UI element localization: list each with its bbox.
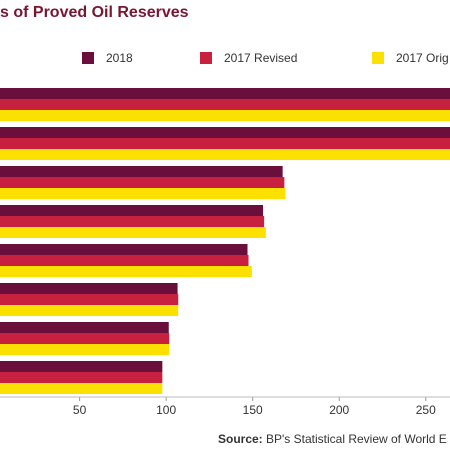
legend-swatch: [200, 52, 212, 64]
bar: [0, 99, 450, 110]
x-tick-label: 100: [156, 403, 176, 417]
bar: [0, 305, 179, 316]
x-tick-label: 50: [73, 403, 87, 417]
bar: [0, 383, 163, 394]
bar: [0, 372, 163, 383]
chart-title: s of Proved Oil Reserves: [0, 4, 189, 21]
source-label: Source:: [218, 432, 263, 446]
bar: [0, 361, 163, 372]
x-tick-label: 200: [329, 403, 349, 417]
bar: [0, 255, 249, 266]
legend-label: 2018: [106, 51, 133, 65]
legend-label: 2017 Revised: [224, 51, 297, 65]
x-tick-label: 150: [243, 403, 263, 417]
source: BP's Statistical Review of World E: [266, 432, 447, 446]
bar: [0, 127, 450, 138]
legend-swatch: [82, 52, 94, 64]
bar: [0, 322, 169, 333]
legend-label: 2017 Orig: [396, 51, 449, 65]
bar: [0, 205, 264, 216]
bar: [0, 283, 178, 294]
bar: [0, 166, 283, 177]
bar: [0, 344, 170, 355]
bar: [0, 266, 252, 277]
bar: [0, 138, 450, 149]
bar: [0, 188, 286, 199]
bar: [0, 149, 450, 160]
bar: [0, 216, 265, 227]
bar: [0, 88, 450, 99]
bar: [0, 333, 170, 344]
bar: [0, 110, 450, 121]
plot-area: [0, 88, 450, 394]
bar: [0, 227, 266, 238]
x-tick-label: 250: [416, 403, 436, 417]
bar: [0, 294, 179, 305]
bar: [0, 244, 248, 255]
legend-swatch: [372, 52, 384, 64]
bar: [0, 177, 285, 188]
